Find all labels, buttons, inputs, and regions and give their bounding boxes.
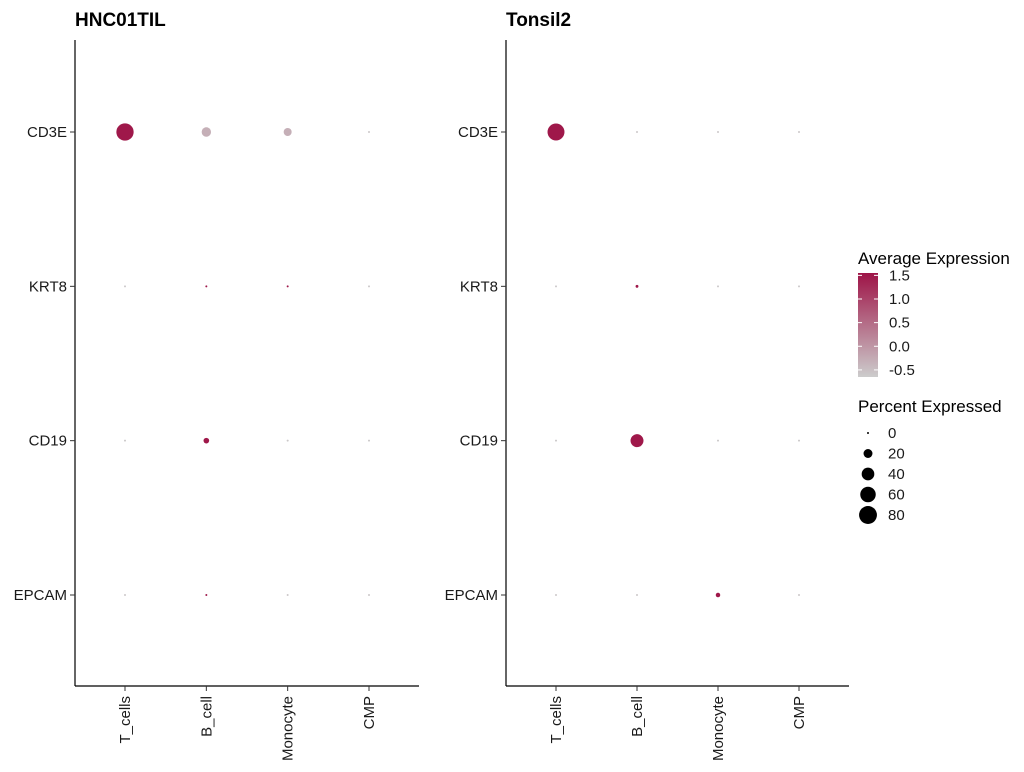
color-bar-label: -0.5 — [889, 362, 915, 379]
dot-cd3e-cmp — [368, 131, 370, 133]
size-legend-dot — [867, 432, 869, 434]
dot-krt8-monocyte — [286, 285, 289, 288]
panel-title: Tonsil2 — [506, 10, 571, 31]
dot-epcam-t-cells — [124, 594, 126, 596]
x-tick-label: CMP — [361, 696, 378, 729]
x-tick-label: Monocyte — [710, 696, 727, 761]
dot-cd3e-monocyte — [283, 128, 292, 136]
dot-epcam-cmp — [368, 594, 370, 596]
size-legend-label: 40 — [888, 466, 905, 483]
dot-krt8-cmp — [368, 285, 370, 288]
size-legend-label: 80 — [888, 507, 905, 524]
y-tick-label: KRT8 — [460, 278, 498, 295]
dot-cd3e-b-cell — [201, 127, 212, 137]
dot-epcam-t-cells — [555, 594, 557, 596]
dot-epcam-b-cell — [636, 594, 638, 596]
panel-title: HNC01TIL — [75, 10, 166, 31]
size-legend-label: 20 — [888, 446, 905, 463]
panel-1: HNC01TIL CD3E KRT8 CD19 EPCAM T_cells B_cell Mo… — [14, 10, 419, 761]
dot-krt8-monocyte — [717, 285, 719, 288]
dot-cd19-b-cell — [203, 437, 210, 444]
dot-krt8-b-cell — [635, 284, 639, 288]
dot-epcam-monocyte — [715, 592, 721, 598]
panel-2: Tonsil2 CD3E KRT8 CD19 EPCAM T_cells B_cell Mon… — [445, 10, 849, 761]
color-bar-label: 0.0 — [889, 338, 910, 355]
color-bar — [858, 273, 878, 377]
dot-cd19-cmp — [368, 439, 370, 442]
y-tick-label: EPCAM — [445, 587, 498, 604]
y-tick-label: CD19 — [460, 433, 498, 450]
legend-size-title: Percent Expressed — [858, 397, 1002, 416]
size-legend-label: 0 — [888, 425, 896, 442]
legend-color-title: Average Expression — [858, 249, 1010, 268]
y-tick-label: CD19 — [29, 433, 67, 450]
color-bar-label: 1.5 — [889, 267, 910, 284]
size-legend-dot — [860, 486, 876, 503]
dot-krt8-b-cell — [205, 285, 208, 288]
y-tick-label: EPCAM — [14, 587, 67, 604]
y-tick-label: CD3E — [458, 124, 498, 141]
y-tick-label: KRT8 — [29, 278, 67, 295]
dot-cd19-cmp — [798, 439, 800, 442]
size-legend-dot — [861, 467, 875, 481]
color-bar-label: 1.0 — [889, 291, 910, 308]
size-legend-dot — [859, 506, 877, 524]
x-tick-label: Monocyte — [280, 696, 297, 761]
dot-cd19-t-cells — [555, 439, 557, 442]
x-tick-label: CMP — [791, 696, 808, 729]
dot-cd3e-cmp — [798, 131, 800, 133]
x-tick-label: T_cells — [548, 696, 565, 744]
dot-cd3e-t-cells — [547, 123, 565, 141]
dot-cd3e-monocyte — [717, 131, 719, 133]
size-legend-label: 60 — [888, 487, 905, 504]
dot-krt8-t-cells — [555, 285, 557, 288]
dot-epcam-cmp — [798, 594, 800, 596]
dot-krt8-cmp — [798, 285, 800, 288]
dot-cd3e-b-cell — [636, 131, 638, 133]
size-legend-dot — [863, 449, 873, 458]
dot-cd19-monocyte — [717, 439, 719, 442]
y-tick-label: CD3E — [27, 124, 67, 141]
dot-cd19-b-cell — [630, 434, 644, 448]
dot-cd19-monocyte — [286, 439, 289, 442]
dot-krt8-t-cells — [124, 285, 126, 288]
x-tick-label: B_cell — [629, 696, 646, 737]
dot-epcam-b-cell — [205, 594, 208, 596]
legend-percent-expressed: Percent Expressed 0 20 40 60 80 — [858, 397, 1002, 524]
x-tick-label: T_cells — [117, 696, 134, 744]
dot-cd3e-t-cells — [116, 123, 134, 141]
color-bar-label: 0.5 — [889, 315, 910, 332]
x-tick-label: B_cell — [198, 696, 215, 737]
dot-cd19-t-cells — [124, 439, 126, 442]
dot-epcam-monocyte — [286, 594, 289, 596]
